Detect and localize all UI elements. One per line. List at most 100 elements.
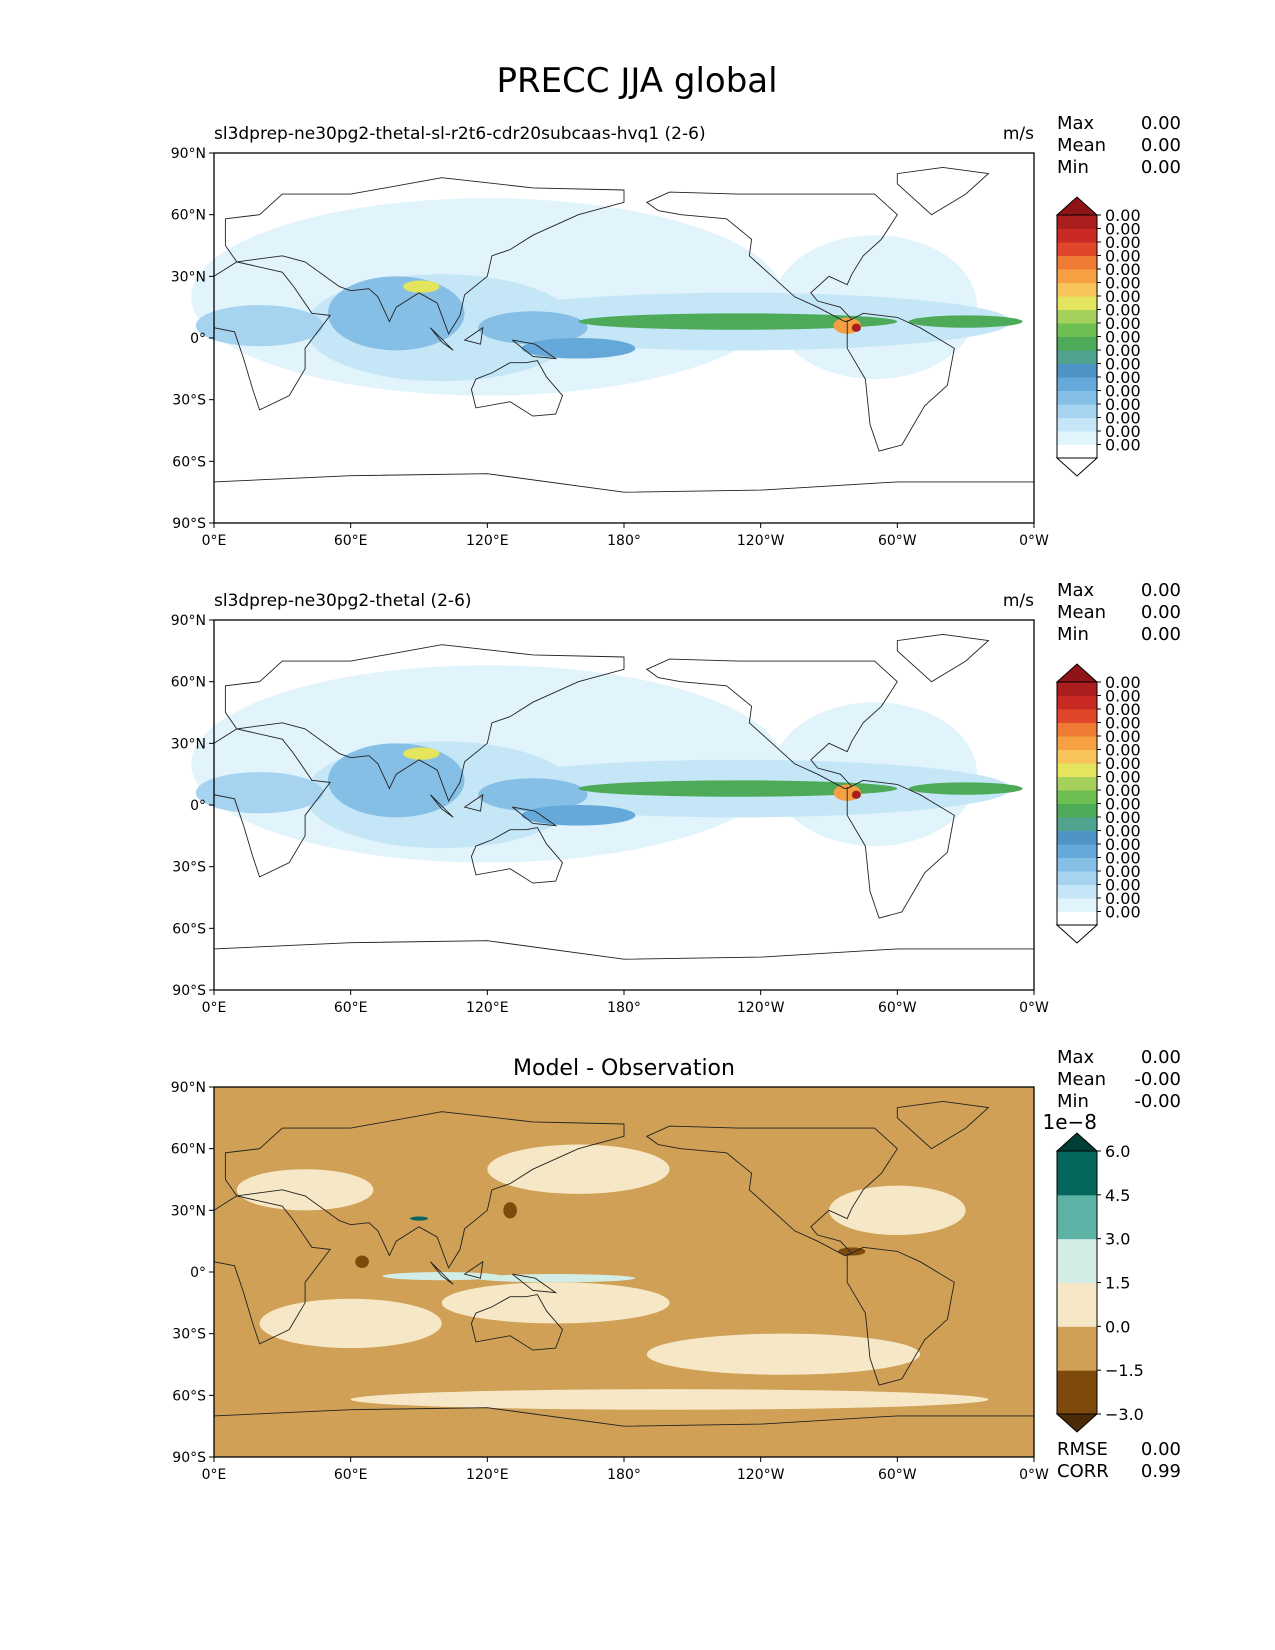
colorbar-segment-0-9	[1057, 323, 1097, 337]
colorbar-tick-label-2-1: −1.5	[1105, 1361, 1144, 1380]
field-blob-2-4	[236, 1169, 374, 1211]
colorbar-tick-label-0-11: 0.00	[1105, 287, 1141, 306]
coastline-2-4	[846, 1246, 955, 1386]
y-tick-label-0-3: 0°	[190, 331, 206, 347]
colorbar-segment-1-10	[1057, 776, 1097, 791]
colorbar-tick-label-0-13: 0.00	[1105, 260, 1141, 279]
y-tick-label-1-0: 90°N	[171, 613, 206, 629]
field-blob-1-4	[195, 772, 324, 814]
x-tick-label-1-6: 0°W	[1019, 1000, 1049, 1016]
colorbar-tick-label-0-17: 0.00	[1105, 206, 1141, 225]
x-tick-label-2-3: 180°	[607, 1467, 641, 1483]
stat-value-1-mean: 0.00	[1141, 602, 1181, 623]
field-blob-2-0	[503, 1202, 517, 1219]
stat-label-0-min: Min	[1057, 157, 1089, 178]
colorbar-segment-1-3	[1057, 871, 1097, 885]
colorbar-segment-0-10	[1057, 309, 1097, 324]
x-tick-label-1-0: 0°E	[202, 1000, 227, 1016]
colorbar-segment-1-13	[1057, 736, 1097, 750]
y-tick-label-2-4: 30°S	[172, 1327, 206, 1343]
field-blob-0-10	[403, 280, 440, 293]
coastline-0-6	[430, 327, 454, 351]
x-tick-label-0-2: 120°E	[466, 533, 509, 549]
stat-value-2-min: -0.00	[1134, 1091, 1181, 1112]
y-tick-label-0-4: 30°S	[172, 393, 206, 409]
colorbar-tick-label-2-2: 0.0	[1105, 1317, 1130, 1336]
panel-title-2: Model - Observation	[513, 1056, 735, 1081]
coastline-2-8	[512, 1273, 558, 1294]
y-tick-label-2-6: 90°S	[172, 1450, 206, 1466]
x-tick-label-1-4: 120°W	[737, 1000, 785, 1016]
coastline-1-3	[645, 658, 898, 790]
field-blob-2-1	[355, 1255, 369, 1268]
coastline-0-1	[224, 177, 625, 335]
stat-value-0-min: 0.00	[1141, 157, 1181, 178]
x-tick-label-2-1: 60°E	[334, 1467, 368, 1483]
colorbar-tick-label-1-8: 0.00	[1105, 795, 1141, 814]
x-tick-label-2-2: 120°E	[466, 1467, 509, 1483]
stat-value-1-min: 0.00	[1141, 624, 1181, 645]
coastline-0-4	[846, 312, 955, 452]
coastline-2-7	[463, 1260, 484, 1279]
x-tick-label-1-1: 60°E	[334, 1000, 368, 1016]
field-blob-1-12	[851, 790, 861, 799]
colorbar-segment-1-17	[1057, 682, 1097, 696]
colorbar-tick-label-1-2: 0.00	[1105, 876, 1141, 895]
colorbar-segment-0-2	[1057, 417, 1097, 432]
coastline-0-5	[896, 166, 990, 216]
x-tick-label-2-5: 60°W	[878, 1467, 917, 1483]
colorbar-tick-label-1-6: 0.00	[1105, 822, 1141, 841]
coastline-2-0	[213, 1195, 332, 1345]
colorbar-tick-label-1-10: 0.00	[1105, 768, 1141, 787]
stat-value-2-corr: 0.99	[1141, 1461, 1181, 1482]
colorbar-tick-label-2-0: −3.0	[1105, 1405, 1144, 1424]
field-blob-1-8	[578, 780, 898, 797]
y-tick-label-1-1: 60°N	[171, 675, 206, 691]
x-tick-label-0-4: 120°W	[737, 533, 785, 549]
colorbar-tick-label-0-2: 0.00	[1105, 409, 1141, 428]
colorbar-tick-label-0-15: 0.00	[1105, 233, 1141, 252]
colorbar-tick-label-1-13: 0.00	[1105, 727, 1141, 746]
field-blob-0-5	[327, 276, 465, 351]
stat-label-1-min: Min	[1057, 624, 1089, 645]
field-blob-1-5	[327, 743, 465, 818]
x-tick-label-0-6: 0°W	[1019, 533, 1049, 549]
colorbar-over-2	[1055, 1132, 1099, 1152]
colorbar-segment-2-2	[1057, 1282, 1097, 1327]
coastline-1-8	[512, 806, 558, 827]
colorbar-tick-label-0-8: 0.00	[1105, 328, 1141, 347]
colorbar-segment-1-14	[1057, 722, 1097, 737]
colorbar-segment-0-3	[1057, 404, 1097, 418]
colorbar-tick-label-1-11: 0.00	[1105, 754, 1141, 773]
panels-root: 0°E 60°E 120°E 180° 120°W 60°W 0°W 90°N 60°N 30°N…	[171, 113, 1181, 1483]
field-blob-1-6	[478, 778, 588, 812]
y-tick-label-0-1: 60°N	[171, 208, 206, 224]
colorbar-tick-label-0-5: 0.00	[1105, 368, 1141, 387]
y-tick-label-0-2: 30°N	[171, 269, 206, 285]
coastline-0-7	[463, 326, 484, 345]
panel-title-1: sl3dprep-ne30pg2-thetal (2-6)	[214, 591, 472, 611]
coastline-2-1	[224, 1111, 625, 1269]
colorbar-segment-2-1	[1057, 1326, 1097, 1371]
stat-value-2-mean: -0.00	[1134, 1069, 1181, 1090]
y-tick-label-2-5: 60°S	[172, 1388, 206, 1404]
colorbar-segment-0-11	[1057, 296, 1097, 310]
colorbar-tick-label-1-0: 0.00	[1105, 903, 1141, 922]
coastline-0-8	[512, 339, 558, 360]
colorbar-tick-label-0-4: 0.00	[1105, 382, 1141, 401]
colorbar-segment-1-0	[1057, 911, 1097, 926]
field-0	[191, 153, 1035, 524]
stat-label-1-mean: Mean	[1057, 602, 1106, 623]
colorbar-exponent-2: 1e−8	[1042, 1110, 1097, 1134]
colorbar-tick-label-2-6: 6.0	[1105, 1142, 1130, 1161]
colorbar-over-0	[1055, 196, 1099, 216]
colorbar-segment-0-6	[1057, 363, 1097, 378]
y-tick-label-1-4: 30°S	[172, 860, 206, 876]
field-blob-0-9	[908, 315, 1023, 328]
colorbar-segment-2-4	[1057, 1194, 1097, 1240]
colorbar-tick-label-1-16: 0.00	[1105, 687, 1141, 706]
colorbar-segment-0-13	[1057, 269, 1097, 283]
field-blob-2-6	[829, 1185, 966, 1236]
stat-value-0-max: 0.00	[1141, 113, 1181, 134]
colorbar-segment-0-16	[1057, 228, 1097, 243]
